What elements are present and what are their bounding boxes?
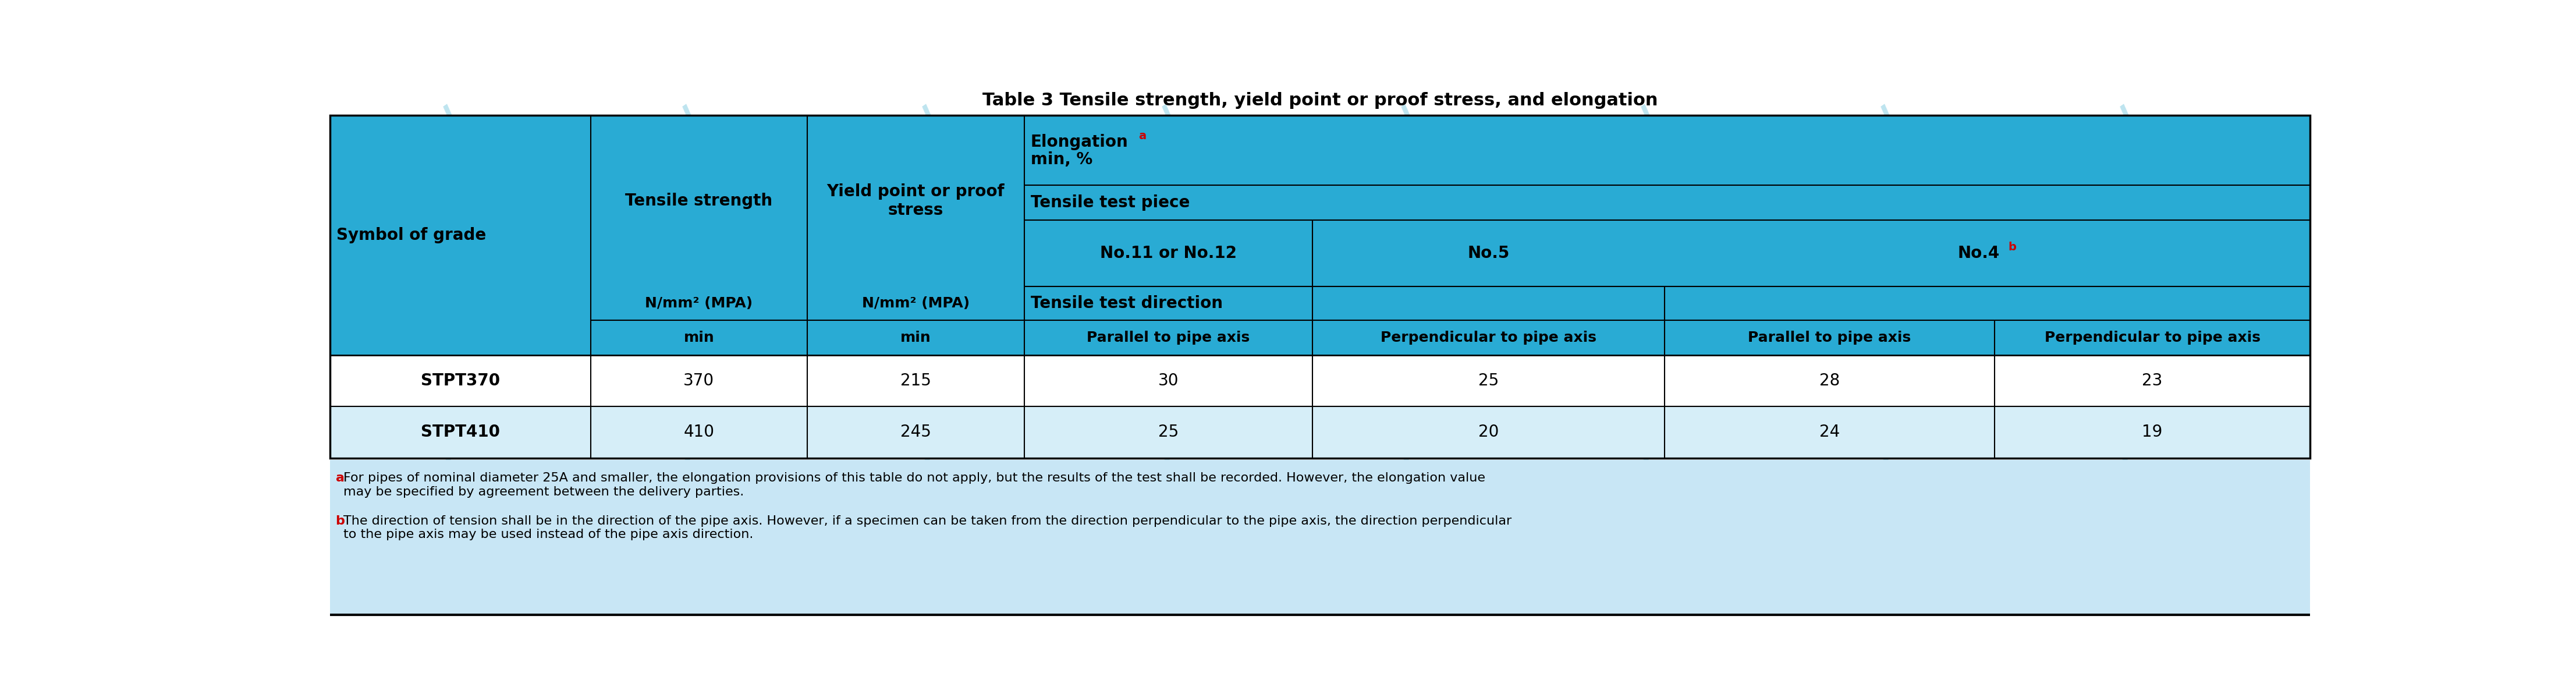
Text: No.11 or No.12: No.11 or No.12	[1100, 245, 1236, 262]
Text: Steel: Steel	[1100, 450, 1180, 518]
Text: 28: 28	[1819, 373, 1839, 389]
Text: Perpendicular to pipe axis: Perpendicular to pipe axis	[1381, 330, 1597, 344]
Bar	[330, 407, 2311, 458]
Text: Steel: Steel	[381, 450, 461, 518]
Text: Steel: Steel	[621, 450, 701, 518]
Text: 245: 245	[902, 424, 930, 441]
Text: 370: 370	[683, 373, 714, 389]
Text: 23: 23	[2143, 373, 2164, 389]
Text: Steel: Steel	[1340, 103, 1419, 170]
Text: Tensile strength: Tensile strength	[626, 193, 773, 209]
Text: Steel: Steel	[621, 290, 701, 357]
Text: The direction of tension shall be in the direction of the pipe axis. However, if: The direction of tension shall be in the…	[343, 515, 1512, 540]
Text: Steel: Steel	[1340, 450, 1419, 518]
Text: min, %: min, %	[1030, 151, 1092, 167]
Text: 215: 215	[902, 373, 930, 389]
Text: No.5: No.5	[1468, 245, 1510, 262]
Text: Table 3 Tensile strength, yield point or proof stress, and elongation: Table 3 Tensile strength, yield point or…	[981, 92, 1659, 109]
Text: Steel: Steel	[1340, 290, 1419, 357]
Text: STPT370: STPT370	[420, 373, 500, 389]
Text: b: b	[2009, 242, 2017, 253]
Text: For pipes of nominal diameter 25A and smaller, the elongation provisions of this: For pipes of nominal diameter 25A and sm…	[343, 473, 1486, 498]
Text: Steel: Steel	[381, 290, 461, 357]
Text: b: b	[335, 515, 345, 527]
Text: Parallel to pipe axis: Parallel to pipe axis	[1087, 330, 1249, 344]
Bar	[330, 116, 2311, 458]
Text: N/mm² (MPA): N/mm² (MPA)	[863, 296, 969, 310]
Text: 410: 410	[683, 424, 714, 441]
Text: Steel: Steel	[621, 103, 701, 170]
Text: Perpendicular to pipe axis: Perpendicular to pipe axis	[2045, 330, 2259, 344]
Text: 20: 20	[1479, 424, 1499, 441]
Text: 24: 24	[1819, 424, 1839, 441]
Text: Steel: Steel	[2058, 450, 2138, 518]
Text: Steel: Steel	[1100, 103, 1180, 170]
Text: Tensile test piece: Tensile test piece	[1030, 194, 1190, 211]
Text: Elongation: Elongation	[1030, 134, 1128, 151]
Text: Steel: Steel	[381, 103, 461, 170]
Text: Steel: Steel	[1100, 290, 1180, 357]
Text: Tensile test direction: Tensile test direction	[1030, 295, 1224, 312]
Text: 19: 19	[2143, 424, 2164, 441]
Text: Steel: Steel	[1819, 450, 1899, 518]
Text: Steel: Steel	[1819, 103, 1899, 170]
Text: min: min	[683, 330, 714, 344]
Text: 30: 30	[1157, 373, 1180, 389]
Text: 25: 25	[1479, 373, 1499, 389]
Text: Steel: Steel	[1579, 290, 1659, 357]
Text: Parallel to pipe axis: Parallel to pipe axis	[1749, 330, 1911, 344]
Bar	[330, 116, 2311, 355]
Text: a: a	[1139, 130, 1146, 142]
Text: 25: 25	[1159, 424, 1177, 441]
Text: N/mm² (MPA): N/mm² (MPA)	[644, 296, 752, 310]
Text: Steel: Steel	[860, 450, 940, 518]
Text: Steel: Steel	[1819, 290, 1899, 357]
Text: Steel: Steel	[860, 103, 940, 170]
Text: Steel: Steel	[1579, 450, 1659, 518]
Text: a: a	[335, 473, 345, 484]
Text: min: min	[902, 330, 930, 344]
Text: Yield point or proof
stress: Yield point or proof stress	[827, 183, 1005, 219]
Bar	[330, 355, 2311, 407]
Text: No.4: No.4	[1958, 245, 1999, 262]
Text: Steel: Steel	[1579, 103, 1659, 170]
Text: Steel: Steel	[2058, 290, 2138, 357]
Text: Symbol of grade: Symbol of grade	[337, 227, 487, 244]
Text: Steel: Steel	[860, 290, 940, 357]
Text: Steel: Steel	[2058, 103, 2138, 170]
Text: STPT410: STPT410	[420, 424, 500, 441]
Bar	[330, 460, 2311, 615]
